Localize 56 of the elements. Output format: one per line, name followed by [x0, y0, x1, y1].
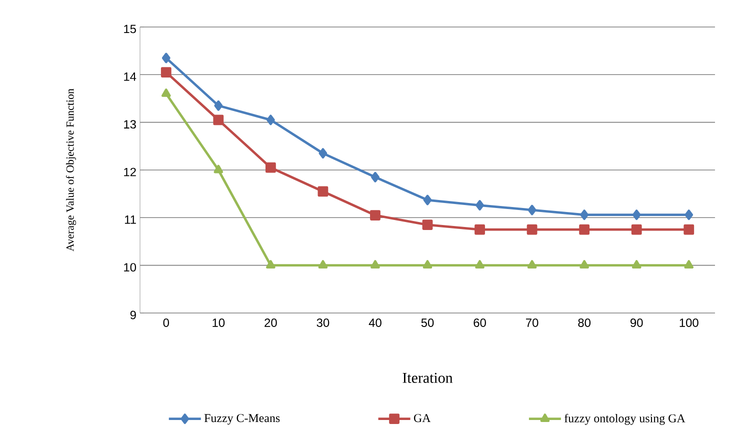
- x-tick-label: 40: [368, 318, 382, 327]
- point: [265, 162, 276, 173]
- point: [474, 224, 485, 235]
- x-tick-label: 30: [316, 318, 330, 327]
- x-axis-title: Iteration: [402, 372, 453, 383]
- x-tick-label: 90: [630, 318, 643, 327]
- point: [631, 224, 642, 235]
- legend-label: GA: [414, 414, 431, 422]
- point: [526, 224, 538, 235]
- point: [580, 210, 589, 220]
- point: [160, 67, 172, 78]
- point: [684, 224, 694, 235]
- x-tick-label: 20: [264, 318, 277, 327]
- point: [528, 204, 536, 216]
- y-tick-label: 13: [124, 120, 136, 129]
- point: [214, 164, 224, 174]
- point: [475, 260, 484, 269]
- point: [370, 260, 380, 269]
- point: [318, 186, 328, 197]
- x-tick-label: 50: [421, 318, 434, 327]
- point: [476, 200, 484, 210]
- point: [684, 210, 694, 220]
- point: [580, 260, 589, 269]
- point: [423, 194, 432, 206]
- legend-label: fuzzy ontology using GA: [564, 414, 686, 425]
- point: [632, 260, 642, 269]
- x-tick-label: 10: [212, 318, 225, 327]
- x-tick-label: 70: [526, 318, 538, 327]
- point: [162, 52, 170, 64]
- point: [266, 260, 276, 269]
- y-tick-label: 11: [124, 216, 136, 224]
- point: [161, 88, 171, 97]
- y-tick-label: 9: [130, 310, 136, 320]
- point: [318, 260, 328, 269]
- point: [214, 100, 223, 111]
- point: [370, 210, 380, 220]
- y-tick-label: 10: [124, 263, 136, 272]
- legend-label: Fuzzy C-Means: [204, 414, 280, 425]
- x-tick-label: 0: [163, 318, 170, 327]
- x-tick-label: 100: [680, 318, 698, 327]
- point: [422, 220, 433, 230]
- y-tick-label: 12: [124, 168, 136, 176]
- y-axis-title: Average Value of Objective Function: [66, 88, 76, 252]
- y-tick-label: 15: [124, 24, 136, 34]
- point: [684, 260, 694, 269]
- point: [579, 224, 590, 235]
- point: [213, 114, 224, 126]
- x-tick-label: 60: [474, 318, 486, 327]
- point: [318, 148, 328, 159]
- point: [422, 260, 432, 269]
- x-tick-label: 80: [578, 318, 591, 327]
- point: [266, 114, 275, 126]
- point: [371, 172, 380, 182]
- point: [527, 260, 537, 269]
- point: [632, 210, 641, 220]
- y-tick-label: 14: [124, 72, 136, 81]
